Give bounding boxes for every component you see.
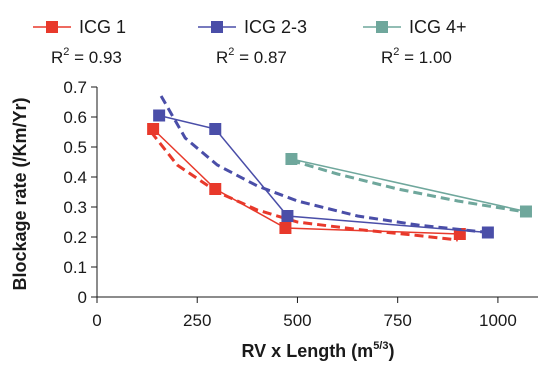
legend-label: ICG 4+ [409,17,467,37]
ticks: 0 0.1 0.2 0.3 0.4 0.5 0.6 0.7 0 250 500 750 1000 [63,78,516,330]
x-tick-label: 0 [92,311,101,330]
y-axis-title: Blockage rate (/Km/Yr) [10,97,30,290]
y-tick-label: 0.6 [63,108,87,127]
series-2 [153,95,494,239]
y-tick-label: 0.1 [63,258,87,277]
data-point [285,153,298,165]
data-point [147,123,160,135]
series-line [158,114,488,234]
legend: ICG 1 R2 = 0.93 ICG 2-3 R2 = 0.87 ICG 4+ R2 =… [33,17,467,67]
data-point [209,183,222,195]
data-point [279,222,292,234]
trendline [159,95,489,234]
trendline [149,131,458,242]
legend-label: ICG 1 [79,17,126,37]
x-axis-title: RV x Length (m5/3) [242,340,395,361]
x-tick-label: 1000 [479,311,517,330]
x-tick-label: 250 [183,311,211,330]
x-axis-title-main: RV x Length (m [242,341,374,361]
legend-marker [211,21,223,33]
y-tick-label: 0 [78,288,87,307]
r-squared-label: R2 = 1.00 [381,46,452,67]
trendline [290,159,523,213]
legend-marker [376,21,388,33]
legend-item: ICG 1 R2 = 0.93 [33,17,126,67]
series-3 [285,153,532,218]
series-line [291,158,527,213]
x-tick-label: 750 [383,311,411,330]
r-squared-label: R2 = 0.93 [51,46,122,67]
legend-label: ICG 2-3 [244,17,307,37]
y-tick-label: 0.2 [63,228,87,247]
data-point [519,205,532,218]
legend-item: ICG 4+ R2 = 1.00 [363,17,467,67]
x-tick-label: 500 [283,311,311,330]
y-tick-label: 0.5 [63,138,87,157]
series-line [152,128,460,235]
data-point [281,210,294,222]
series-1 [147,123,466,242]
axes [96,87,538,298]
x-axis-title-suffix: ) [388,341,394,361]
r-squared-label: R2 = 0.87 [216,46,287,67]
data-point [209,123,222,135]
legend-item: ICG 2-3 R2 = 0.87 [198,17,307,67]
x-axis-title-superscript: 5/3 [373,340,388,352]
y-tick-label: 0.3 [63,198,87,217]
legend-marker [46,21,58,33]
y-tick-label: 0.4 [63,168,87,187]
y-tick-label: 0.7 [63,78,87,97]
data-point [153,109,166,122]
data-point [481,226,494,239]
series [147,95,532,242]
